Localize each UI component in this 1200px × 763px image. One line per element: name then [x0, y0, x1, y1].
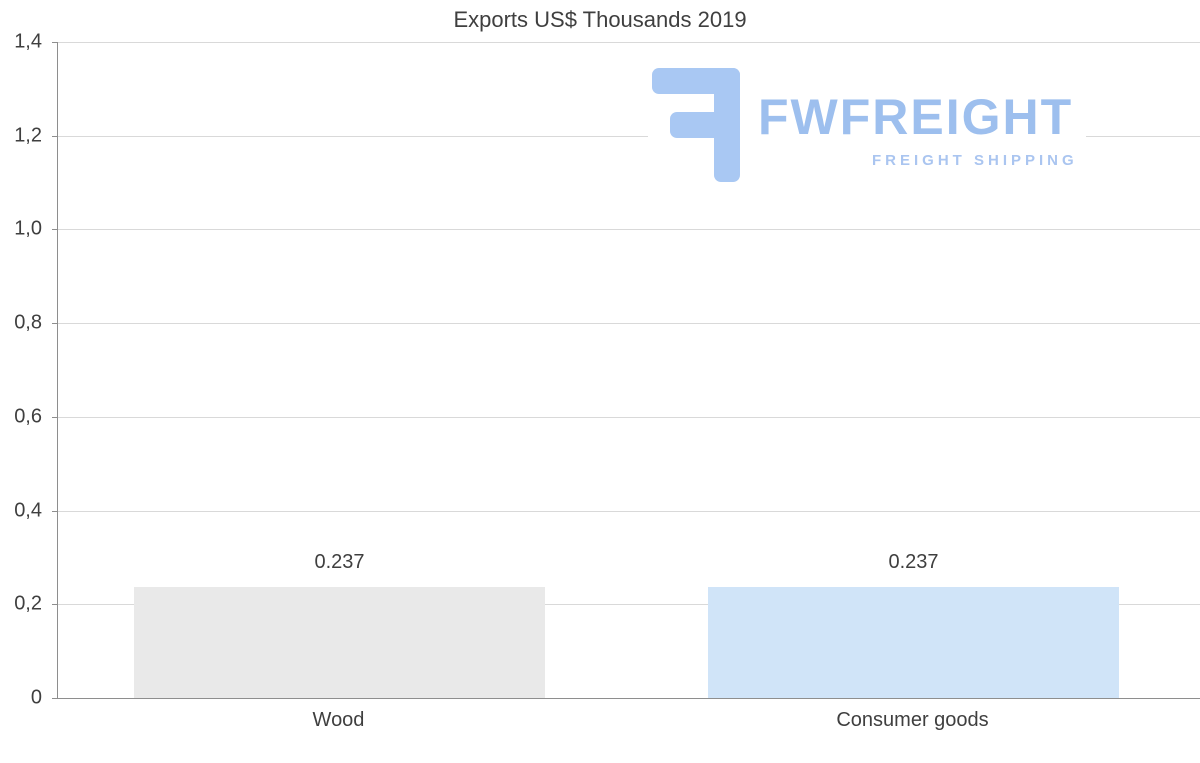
y-tick-label: 0,2 — [14, 592, 42, 615]
y-tick-mark — [52, 417, 57, 418]
y-tick-label: 0,4 — [14, 499, 42, 522]
gridline — [58, 323, 1200, 324]
gridline — [58, 136, 1200, 137]
y-tick-label: 1,0 — [14, 217, 42, 240]
y-tick-label: 0 — [30, 686, 42, 709]
gridline — [58, 42, 1200, 43]
brand-subtitle: FREIGHT SHIPPING — [872, 152, 1078, 169]
y-tick-label: 0,8 — [14, 311, 42, 334]
gridline — [58, 417, 1200, 418]
fwfreight-logo-icon — [652, 68, 740, 182]
y-tick-mark — [52, 229, 57, 230]
y-tick-mark — [52, 323, 57, 324]
y-axis: 0 0,2 0,4 0,6 0,8 1,0 1,2 1,4 — [0, 0, 57, 763]
y-tick-label: 0,6 — [14, 405, 42, 428]
x-axis-label-consumer-goods: Consumer goods — [836, 709, 989, 731]
y-tick-label: 1,2 — [14, 124, 42, 147]
y-tick-mark — [52, 511, 57, 512]
y-tick-mark — [52, 136, 57, 137]
gridline — [58, 229, 1200, 230]
gridline — [58, 604, 1200, 605]
brand-watermark: FWFREIGHT FREIGHT SHIPPING — [648, 64, 1086, 190]
gridline — [58, 511, 1200, 512]
y-tick-mark — [52, 604, 57, 605]
x-axis-label-wood: Wood — [312, 709, 365, 731]
bar-value-label-consumer-goods: 0.237 — [888, 551, 939, 573]
bar-consumer-goods — [708, 587, 1119, 698]
y-tick-label: 1,4 — [14, 30, 42, 53]
brand-name: FWFREIGHT — [758, 89, 1074, 145]
y-tick-mark — [52, 42, 57, 43]
bar-value-label-wood: 0.237 — [314, 551, 365, 573]
bar-wood — [134, 587, 545, 698]
y-tick-mark — [52, 698, 57, 699]
brand-text: FWFREIGHT FREIGHT SHIPPING — [758, 66, 1078, 169]
chart-title: Exports US$ Thousands 2019 — [453, 7, 747, 32]
plot-area: 0.237 0.237 — [57, 42, 1200, 699]
